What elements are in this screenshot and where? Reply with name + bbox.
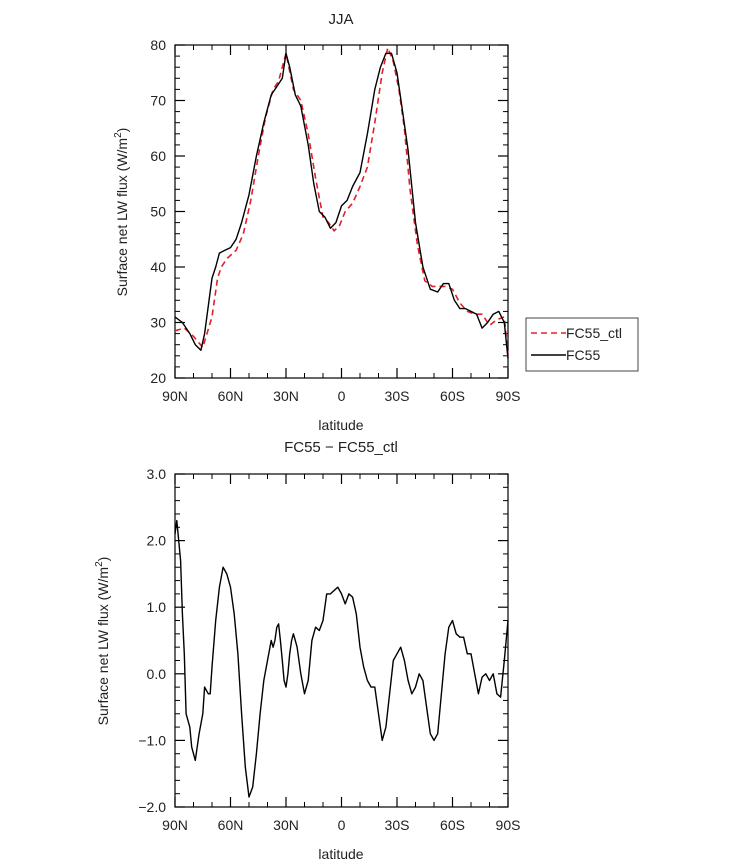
- y-axis-label-main: Surface net LW flux (W/m: [114, 138, 130, 296]
- series-line-fc55-ctl: [174, 46, 509, 356]
- y-tick-label: 30: [150, 315, 166, 331]
- y-axis-label-main: Surface net LW flux (W/m: [95, 567, 111, 725]
- chart-title: FC55 − FC55_ctl: [284, 439, 398, 456]
- y-tick-label: 1.0: [147, 599, 167, 615]
- x-axis-label: latitude: [318, 417, 363, 433]
- panel-zonal-mean: JJA 90N 60N 30N 0 30S 60S 90S 20 30 40 50 60 70 80 la…: [113, 11, 639, 433]
- y-tick-label: 20: [150, 370, 166, 386]
- x-tick-label: 60N: [218, 388, 244, 404]
- plot-area: 90N 60N 30N 0 30S 60S 90S 20 30 40 50 60 70 80: [150, 37, 520, 404]
- x-tick-label: 30N: [273, 388, 299, 404]
- y-axis-label: Surface net LW flux (W/m2): [113, 128, 130, 297]
- legend-label-fc55: FC55: [566, 347, 600, 363]
- x-tick-label: 90N: [162, 388, 188, 404]
- y-tick-label: 2.0: [147, 533, 167, 549]
- x-tick-label: 60N: [218, 817, 244, 833]
- x-tick-label: 90N: [162, 817, 188, 833]
- y-axis-label-tail: ): [114, 128, 130, 133]
- y-axis-label-sup: 2: [113, 132, 124, 138]
- legend-box: [525, 317, 639, 372]
- x-tick-label: 60S: [440, 817, 465, 833]
- y-tick-label: −1.0: [138, 732, 166, 748]
- series-line-difference: [174, 519, 509, 798]
- y-tick-label: 70: [150, 93, 166, 109]
- plot-frame: [174, 473, 509, 808]
- panel-difference: FC55 − FC55_ctl 90N 60N 30N 0 30S 60S 90S −2.0 −…: [94, 439, 520, 862]
- y-tick-label: 0.0: [147, 666, 167, 682]
- y-axis-label-tail: ): [95, 557, 111, 562]
- y-tick-label: 50: [150, 204, 166, 220]
- x-axis-label: latitude: [318, 846, 363, 862]
- series-line-fc55: [174, 52, 509, 359]
- y-tick-label: −2.0: [138, 799, 166, 815]
- y-axis-label: Surface net LW flux (W/m2): [94, 557, 111, 726]
- x-tick-label: 0: [338, 817, 346, 833]
- y-tick-label: 80: [150, 37, 166, 53]
- x-tick-label: 30S: [385, 388, 410, 404]
- plot-frame: [174, 44, 509, 379]
- x-tick-label: 30N: [273, 817, 299, 833]
- x-tick-label: 30S: [385, 817, 410, 833]
- y-axis-label-sup: 2: [94, 561, 105, 567]
- legend: FC55_ctl FC55: [525, 317, 639, 372]
- x-tick-label: 0: [338, 388, 346, 404]
- y-tick-label: 60: [150, 148, 166, 164]
- y-tick-label: 40: [150, 259, 166, 275]
- chart-title: JJA: [328, 11, 353, 28]
- plot-area: 90N 60N 30N 0 30S 60S 90S −2.0 −1.0 0.0 1.0 2.0 3.0: [138, 466, 520, 833]
- x-tick-label: 60S: [440, 388, 465, 404]
- x-tick-label: 90S: [496, 388, 521, 404]
- y-tick-label: 3.0: [147, 466, 167, 482]
- legend-label-fc55-ctl: FC55_ctl: [566, 325, 622, 341]
- x-tick-label: 90S: [496, 817, 521, 833]
